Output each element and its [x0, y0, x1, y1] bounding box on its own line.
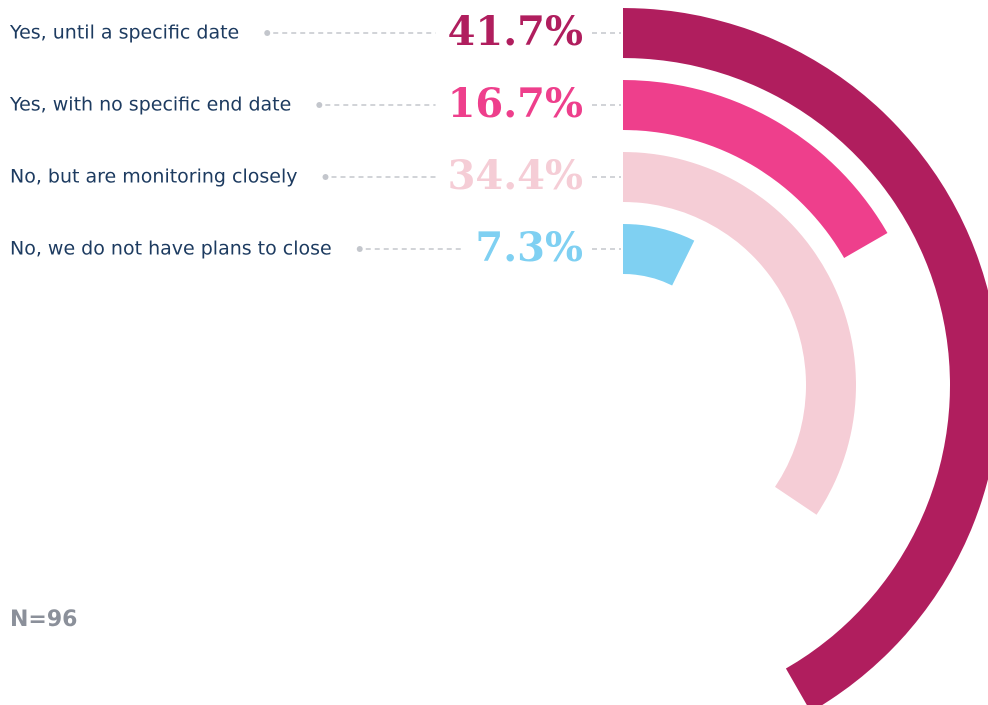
leader-dot — [316, 102, 323, 108]
radial-bar — [623, 80, 888, 258]
radial-bar — [623, 8, 988, 705]
radial-bar — [623, 224, 695, 286]
category-label: No, we do not have plans to close — [10, 238, 332, 260]
value-label: 7.3% — [475, 224, 583, 271]
value-label: 34.4% — [448, 152, 583, 199]
leader-dot — [264, 30, 271, 36]
value-label: 16.7% — [448, 80, 583, 127]
leader-dot — [356, 246, 363, 252]
category-label: Yes, with no specific end date — [9, 94, 291, 116]
sample-size: N=96 — [10, 607, 77, 632]
category-label: No, but are monitoring closely — [10, 166, 298, 188]
value-label: 41.7% — [448, 8, 583, 55]
leader-dot — [322, 174, 329, 180]
radial-bar — [623, 152, 857, 515]
category-label: Yes, until a specific date — [9, 22, 239, 44]
